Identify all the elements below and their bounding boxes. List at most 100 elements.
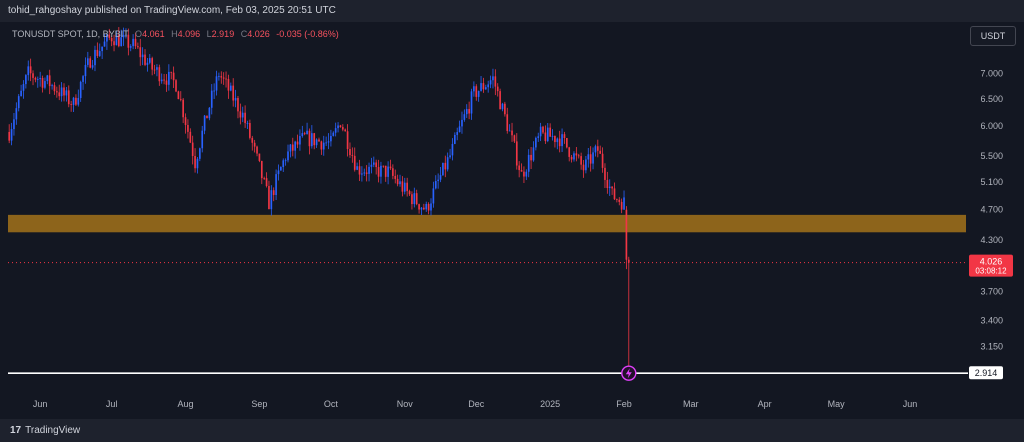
candle-body xyxy=(280,166,282,171)
candle-body xyxy=(301,133,304,137)
price-chart[interactable]: 7.000 6.500 6.000 5.500 5.100 4.700 4.300 3.700… xyxy=(0,22,1024,419)
candle xyxy=(611,186,613,195)
low-price-tag xyxy=(969,366,1003,380)
open-value: 4.061 xyxy=(142,29,165,39)
candle xyxy=(144,49,146,67)
candle xyxy=(22,80,25,99)
candle xyxy=(580,152,582,170)
candle-body xyxy=(515,141,518,166)
candle xyxy=(389,159,392,171)
candle-body xyxy=(82,76,84,82)
time-tick-label: Aug xyxy=(178,399,194,409)
candle-body xyxy=(318,139,320,142)
candle xyxy=(623,190,625,211)
candle-body xyxy=(46,75,49,82)
candle xyxy=(41,75,44,93)
candle-body xyxy=(444,162,447,170)
candle-body xyxy=(332,132,335,136)
candle-body xyxy=(32,73,34,78)
candle-body xyxy=(463,114,466,120)
candle-body xyxy=(67,90,70,105)
candle xyxy=(506,107,509,134)
candle xyxy=(70,100,72,112)
candle xyxy=(565,137,568,149)
candle-body xyxy=(535,137,537,148)
candle-body xyxy=(34,77,37,80)
candle-body xyxy=(418,204,420,210)
candle-body xyxy=(508,130,511,132)
candle-body xyxy=(501,103,504,110)
time-axis[interactable]: Jun Jul Aug Sep Oct Nov Dec 2025 Feb Mar Apr May Jun xyxy=(33,399,917,409)
candle-body xyxy=(144,54,146,65)
candle-body xyxy=(277,170,280,175)
candle xyxy=(44,77,46,90)
candle xyxy=(484,84,487,90)
candle-body xyxy=(368,166,370,174)
candle xyxy=(296,134,299,149)
candle xyxy=(570,155,573,163)
candle-body xyxy=(27,66,30,76)
price-axis[interactable]: 7.000 6.500 6.000 5.500 5.100 4.700 4.300 3.700… xyxy=(980,69,1003,352)
high-value: 4.096 xyxy=(177,29,201,39)
candle xyxy=(113,34,115,52)
candle-body xyxy=(337,125,339,129)
last-price-countdown: 03:08:12 xyxy=(975,267,1007,276)
candle xyxy=(592,147,594,170)
currency-button[interactable]: USDT xyxy=(970,26,1016,46)
candle-body xyxy=(234,97,237,101)
candle xyxy=(322,135,325,156)
footer-bar: 17 TradingView xyxy=(0,419,1024,442)
candle xyxy=(518,161,521,178)
candle-body xyxy=(272,190,275,195)
candle-body xyxy=(182,99,184,118)
candle xyxy=(399,174,401,187)
candle xyxy=(301,125,304,138)
candle-body xyxy=(213,90,215,92)
candle xyxy=(627,256,630,373)
candle-body xyxy=(596,146,599,151)
candle xyxy=(48,69,51,95)
candle-body xyxy=(492,76,494,81)
candle-body xyxy=(10,129,13,141)
candle xyxy=(79,80,82,102)
candle xyxy=(311,125,313,149)
candle-body xyxy=(201,130,204,149)
candle-body xyxy=(599,150,602,154)
candle-body xyxy=(165,80,168,85)
candle-body xyxy=(282,160,285,167)
candle xyxy=(616,198,618,203)
candle-body xyxy=(289,144,292,152)
candle-body xyxy=(456,132,459,135)
candle xyxy=(413,187,416,208)
candle xyxy=(482,77,485,93)
candle-body xyxy=(625,209,628,260)
candle-body xyxy=(25,75,27,85)
candle-body xyxy=(70,104,72,105)
candle-body xyxy=(315,139,318,146)
candle-body xyxy=(184,117,187,125)
candle xyxy=(487,80,490,93)
candle xyxy=(65,87,68,102)
time-tick-label: Jun xyxy=(33,399,48,409)
candle xyxy=(13,112,15,136)
candle xyxy=(94,45,96,72)
event-marker[interactable] xyxy=(621,365,637,381)
candle xyxy=(294,140,296,159)
candle xyxy=(258,153,261,163)
candle xyxy=(544,125,547,144)
candle xyxy=(334,122,337,137)
candle xyxy=(604,163,606,188)
candle-body xyxy=(65,90,68,96)
candle xyxy=(346,124,349,157)
price-tick-label: 5.100 xyxy=(980,177,1003,187)
candle xyxy=(341,124,344,132)
candle-body xyxy=(494,76,497,87)
candle xyxy=(356,162,358,171)
candle-body xyxy=(470,91,473,114)
candle-body xyxy=(401,181,404,192)
candle-body xyxy=(532,147,535,161)
candle xyxy=(284,158,287,166)
candle xyxy=(499,88,501,110)
candle xyxy=(203,114,206,135)
